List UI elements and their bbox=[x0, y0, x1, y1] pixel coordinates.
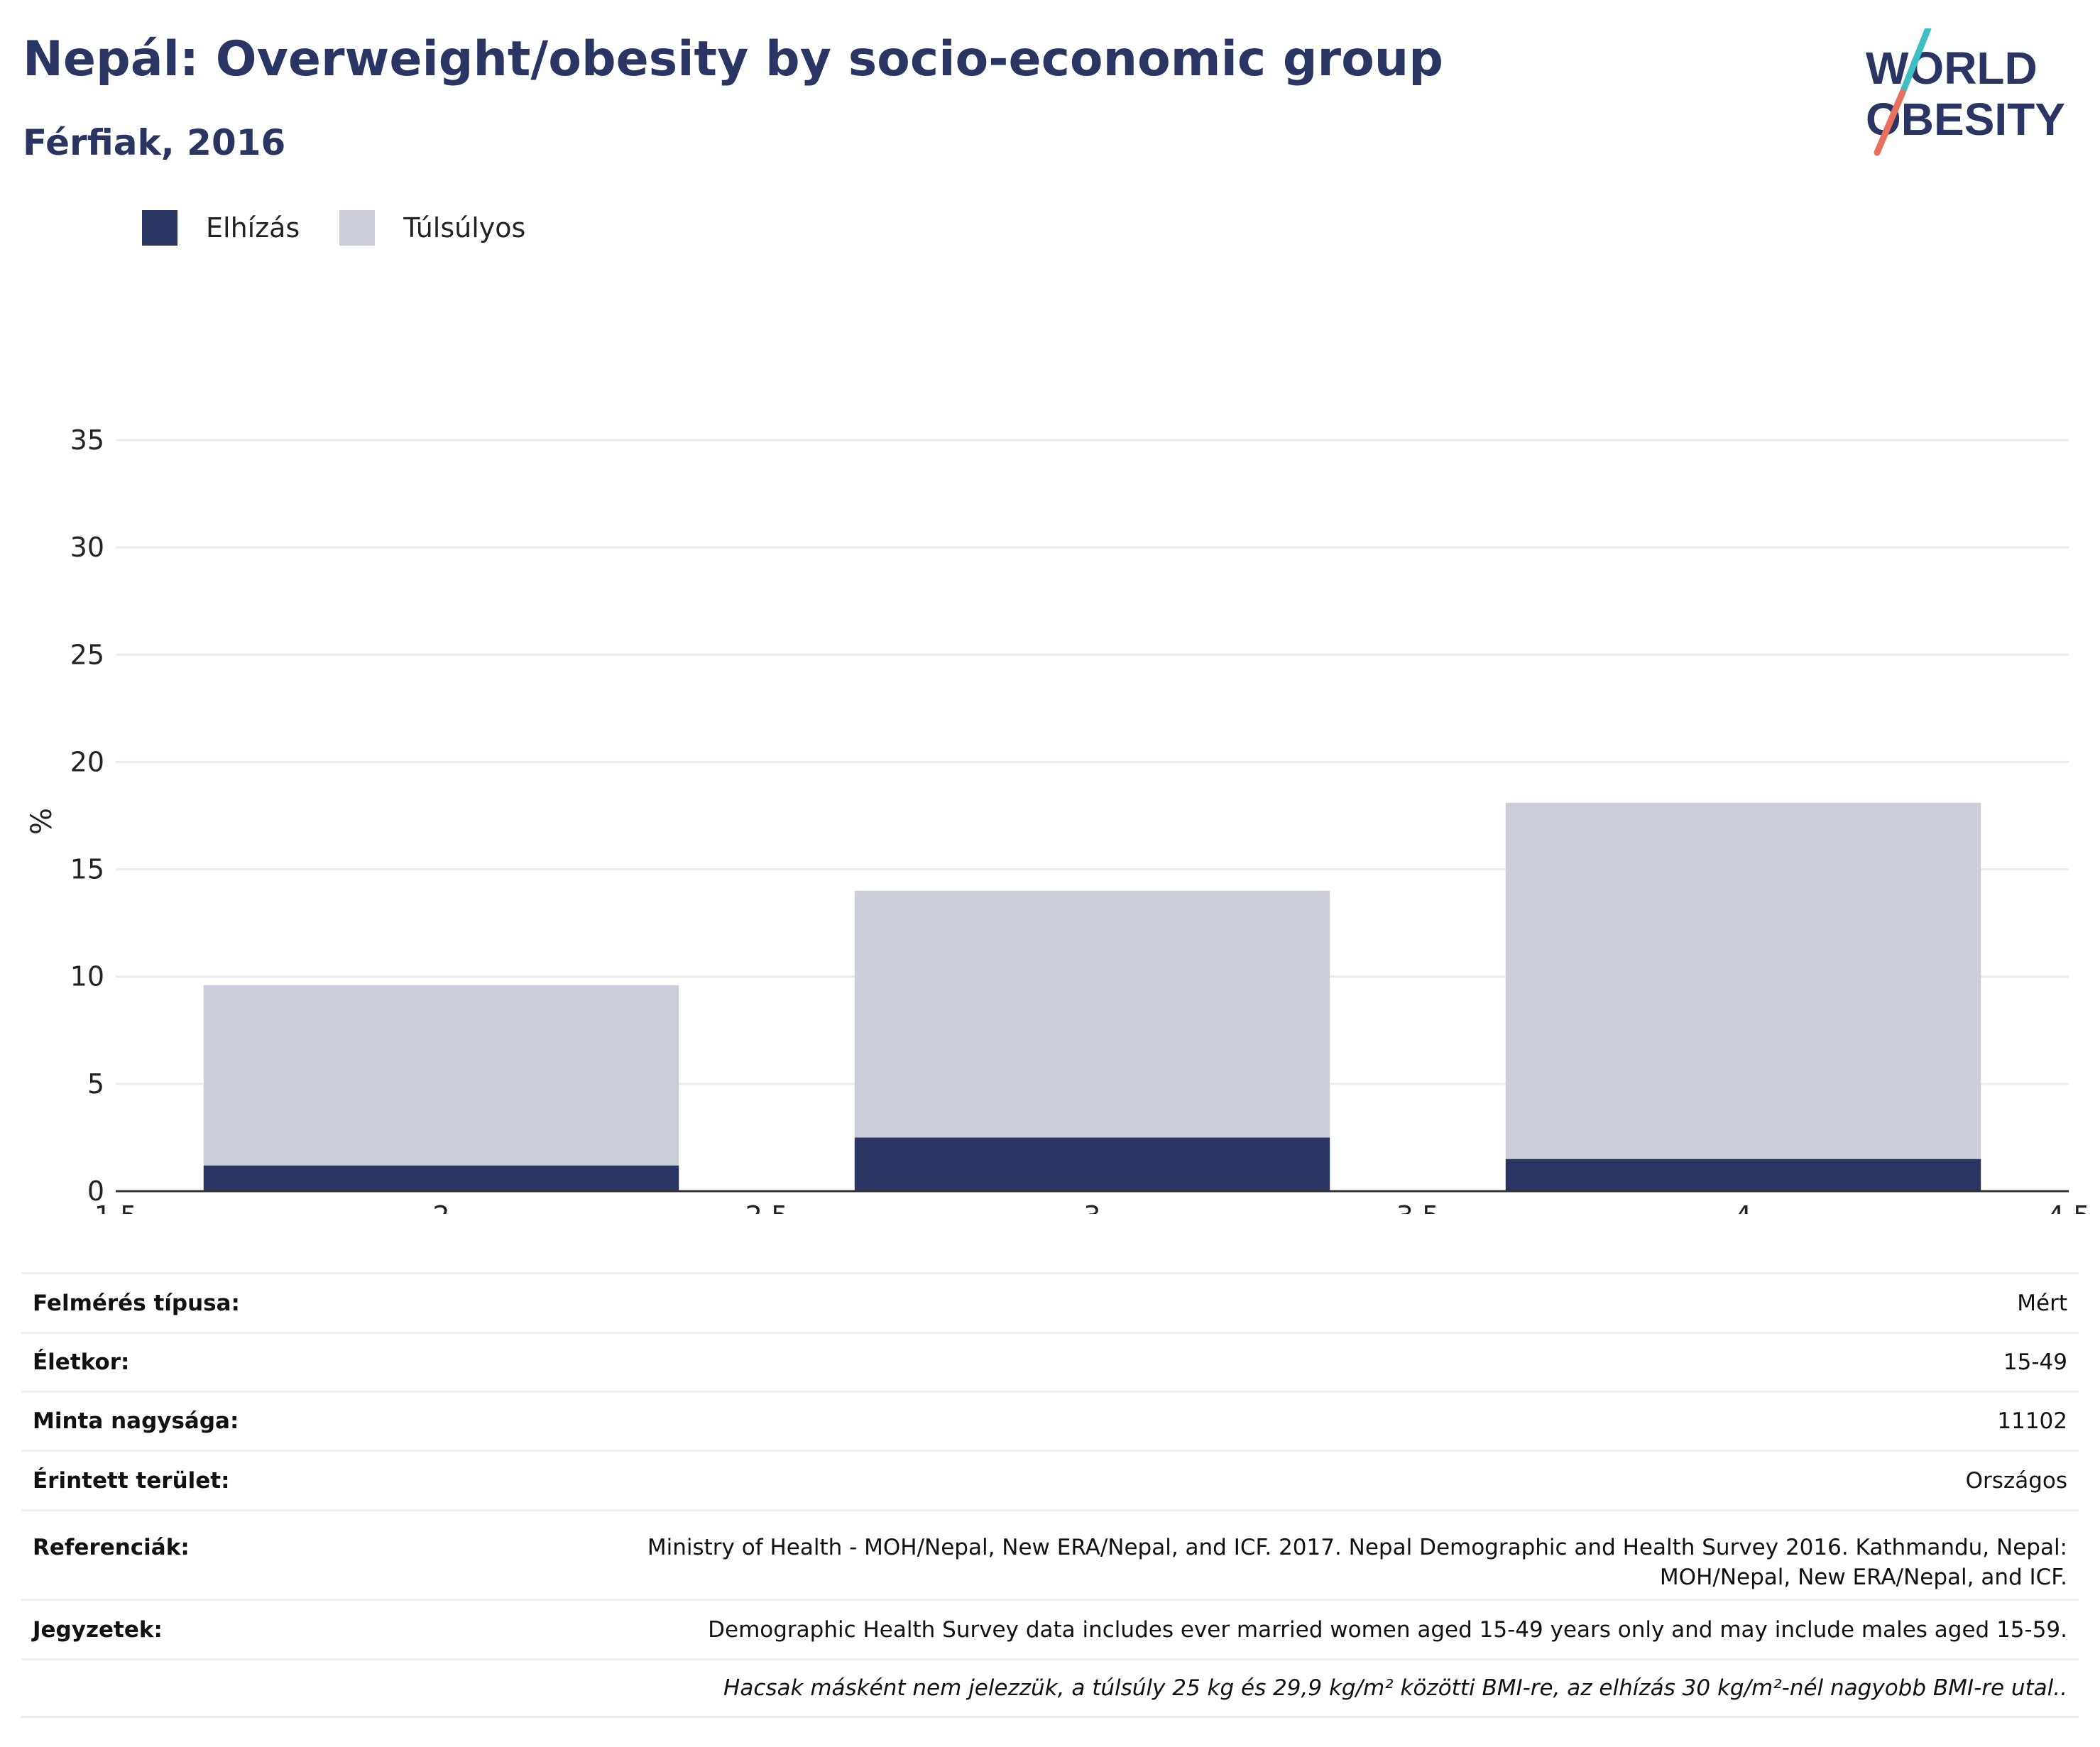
y-tick-label: 20 bbox=[70, 746, 104, 777]
x-tick-label: 3.5 bbox=[1396, 1200, 1439, 1214]
bar-segment-obesity bbox=[1505, 1159, 1981, 1191]
x-tick-label: 3 bbox=[1083, 1200, 1100, 1214]
info-value: 11102 bbox=[1997, 1408, 2067, 1434]
y-axis-label: % bbox=[26, 808, 58, 835]
chart-title: Nepál: Overweight/obesity by socio-econo… bbox=[23, 31, 1443, 87]
y-tick-label: 5 bbox=[87, 1068, 104, 1100]
legend-item-overweight[interactable]: Túlsúlyos bbox=[339, 210, 525, 246]
reference-line-1: Ministry of Health - MOH/Nepal, New ERA/… bbox=[647, 1535, 2067, 1560]
bar-segment-obesity bbox=[854, 1137, 1330, 1191]
logo-line1: WORLD bbox=[1866, 43, 2038, 94]
info-key: Érintett terület: bbox=[33, 1467, 230, 1494]
y-tick-label: 25 bbox=[70, 639, 104, 670]
info-row-survey-type: Felmérés típusa: Mért bbox=[21, 1272, 2079, 1332]
legend-item-obesity[interactable]: Elhízás bbox=[142, 210, 300, 246]
info-key: Jegyzetek: bbox=[33, 1616, 163, 1643]
info-value: Országos bbox=[1965, 1467, 2067, 1494]
bmi-footnote: Hacsak másként nem jelezzük, a túlsúly 2… bbox=[723, 1675, 2067, 1701]
info-value: Mért bbox=[2017, 1290, 2067, 1316]
y-tick-label: 35 bbox=[70, 425, 104, 456]
bar-segment-overweight bbox=[1505, 802, 1981, 1159]
logo-slash-bottom bbox=[1874, 89, 1906, 156]
chart-subtitle: Férfiak, 2016 bbox=[23, 122, 286, 163]
legend-swatch-obesity bbox=[142, 210, 177, 246]
y-tick-label: 10 bbox=[70, 961, 104, 992]
x-tick-label: 1.5 bbox=[94, 1200, 137, 1214]
info-row-sample-size: Minta nagysága: 11102 bbox=[21, 1391, 2079, 1450]
bar-segment-obesity bbox=[203, 1165, 679, 1191]
info-row-age: Életkor: 15-49 bbox=[21, 1332, 2079, 1391]
legend-label-obesity: Elhízás bbox=[206, 212, 300, 243]
y-tick-label: 30 bbox=[70, 532, 104, 563]
info-row-notes: Jegyzetek: Demographic Health Survey dat… bbox=[21, 1599, 2079, 1658]
info-value: Ministry of Health - MOH/Nepal, New ERA/… bbox=[647, 1533, 2067, 1592]
info-key: Minta nagysága: bbox=[33, 1408, 239, 1434]
chart-legend: Elhízás Túlsúlyos bbox=[142, 210, 565, 246]
info-key: Referenciák: bbox=[33, 1535, 190, 1560]
info-key: Felmérés típusa: bbox=[33, 1290, 240, 1316]
bar-segment-overweight bbox=[854, 890, 1330, 1138]
survey-info-table: Felmérés típusa: Mért Életkor: 15-49 Min… bbox=[21, 1272, 2079, 1718]
legend-swatch-overweight bbox=[339, 210, 376, 246]
reference-line-2: MOH/Nepal, New ERA/Nepal, and ICF. bbox=[1659, 1565, 2067, 1590]
x-tick-label: 4 bbox=[1734, 1200, 1751, 1214]
legend-label-overweight: Túlsúlyos bbox=[403, 212, 526, 243]
stacked-bar-chart: 0 5 10 15 20 25 30 35 1.5 2 2.5 3 3.5 4 4.5% bbox=[26, 425, 2090, 1214]
bar-segment-overweight bbox=[203, 985, 679, 1166]
y-tick-label: 15 bbox=[70, 854, 104, 885]
world-obesity-logo: WORLD OBESITY bbox=[1866, 28, 2065, 156]
info-row-footnote: Hacsak másként nem jelezzük, a túlsúly 2… bbox=[21, 1658, 2079, 1718]
info-value: 15-49 bbox=[2003, 1349, 2067, 1375]
x-tick-label: 2.5 bbox=[745, 1200, 788, 1214]
y-tick-label: 0 bbox=[87, 1176, 104, 1207]
x-tick-label: 4.5 bbox=[2047, 1200, 2090, 1214]
info-key: Életkor: bbox=[33, 1349, 130, 1375]
logo-slash-top bbox=[1899, 28, 1932, 96]
info-value: Demographic Health Survey data includes … bbox=[708, 1616, 2067, 1643]
info-row-area: Érintett terület: Országos bbox=[21, 1450, 2079, 1509]
info-row-references: Referenciák: Ministry of Health - MOH/Ne… bbox=[21, 1509, 2079, 1599]
x-tick-label: 2 bbox=[432, 1200, 449, 1214]
